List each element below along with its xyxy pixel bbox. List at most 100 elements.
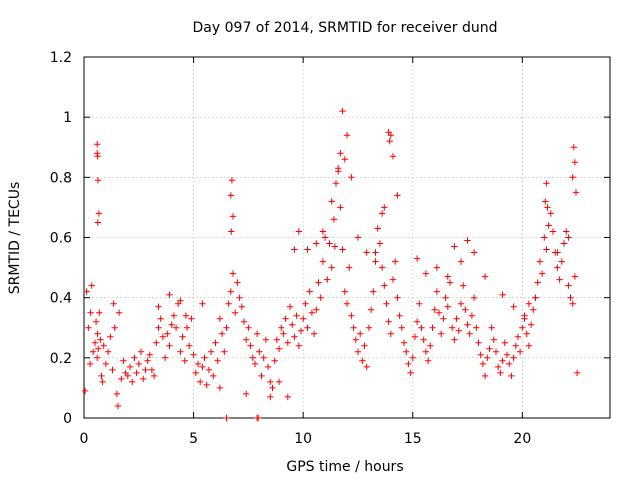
- data-point: [543, 246, 550, 253]
- data-point: [543, 180, 550, 187]
- data-point: [302, 300, 309, 307]
- data-point: [267, 393, 274, 401]
- data-point: [92, 318, 100, 325]
- data-point: [280, 330, 287, 337]
- data-point: [413, 255, 421, 262]
- data-point: [234, 279, 241, 286]
- data-point: [374, 225, 381, 232]
- data-point: [229, 213, 237, 220]
- data-point: [227, 192, 234, 199]
- data-point: [120, 357, 127, 364]
- data-point: [247, 342, 254, 349]
- data-point: [159, 333, 167, 340]
- data-point: [372, 258, 379, 265]
- y-tick-label: 0: [63, 411, 72, 427]
- data-point: [455, 327, 462, 334]
- data-point: [289, 321, 296, 328]
- data-point: [212, 339, 219, 346]
- data-point: [300, 315, 307, 322]
- data-point: [243, 336, 250, 343]
- data-point: [188, 315, 195, 322]
- data-point: [503, 351, 511, 358]
- data-point: [376, 240, 384, 247]
- data-point: [94, 177, 102, 184]
- data-point: [310, 330, 318, 337]
- data-point: [118, 375, 125, 383]
- data-point: [271, 357, 278, 364]
- y-tick-label: 1.2: [50, 50, 72, 66]
- data-point: [519, 324, 526, 331]
- data-point: [357, 330, 364, 337]
- data-point: [394, 294, 401, 301]
- data-point: [225, 300, 232, 307]
- data-point: [573, 369, 581, 377]
- data-point: [462, 306, 469, 313]
- data-point: [90, 348, 97, 355]
- data-point: [396, 312, 403, 319]
- data-point: [115, 309, 123, 316]
- data-point: [315, 279, 322, 286]
- data-point: [278, 324, 285, 331]
- data-point: [326, 240, 333, 247]
- data-point: [221, 348, 228, 355]
- data-point: [124, 372, 131, 380]
- data-point: [457, 300, 465, 307]
- data-point: [135, 360, 142, 368]
- data-point: [313, 240, 320, 247]
- data-point: [328, 198, 335, 205]
- data-point: [319, 228, 327, 235]
- data-point: [113, 390, 121, 398]
- data-point: [457, 258, 465, 265]
- data-point: [243, 390, 250, 398]
- data-point: [229, 270, 237, 277]
- data-point: [131, 354, 138, 361]
- data-point: [470, 294, 478, 301]
- data-point: [440, 315, 447, 322]
- data-point: [514, 333, 522, 340]
- data-point: [179, 333, 186, 340]
- data-point: [484, 354, 491, 361]
- data-point: [339, 246, 346, 253]
- data-point: [394, 192, 401, 199]
- data-point: [409, 354, 416, 361]
- data-point: [133, 369, 140, 377]
- data-point: [352, 336, 359, 343]
- data-point: [267, 378, 274, 386]
- data-point: [433, 264, 441, 271]
- data-point: [317, 294, 324, 301]
- data-point: [569, 300, 576, 307]
- data-point: [85, 324, 92, 331]
- data-point: [197, 378, 204, 386]
- data-point: [218, 330, 226, 337]
- data-point: [282, 315, 289, 322]
- data-point: [481, 273, 489, 280]
- grid: [84, 57, 610, 418]
- data-point: [166, 291, 173, 298]
- data-point: [99, 378, 106, 386]
- data-point: [201, 354, 208, 361]
- data-point: [442, 294, 449, 301]
- data-point: [273, 336, 281, 343]
- data-point: [86, 360, 94, 368]
- data-points: [81, 107, 581, 422]
- data-point: [475, 339, 482, 346]
- data-point: [354, 348, 362, 355]
- data-point: [398, 324, 405, 331]
- data-point: [387, 132, 394, 139]
- data-point: [343, 132, 351, 139]
- plot-frame: [83, 56, 611, 419]
- data-point: [521, 312, 528, 319]
- data-point: [240, 318, 248, 325]
- data-point: [166, 342, 173, 349]
- data-point: [392, 258, 399, 265]
- data-point: [378, 210, 386, 217]
- data-point: [227, 288, 234, 295]
- data-point: [83, 288, 90, 295]
- data-point: [567, 294, 574, 301]
- x-tick-label: 10: [294, 431, 312, 447]
- data-point: [203, 381, 210, 389]
- data-point: [284, 339, 291, 346]
- data-point: [236, 294, 243, 301]
- data-point: [286, 303, 294, 310]
- data-point: [492, 348, 500, 355]
